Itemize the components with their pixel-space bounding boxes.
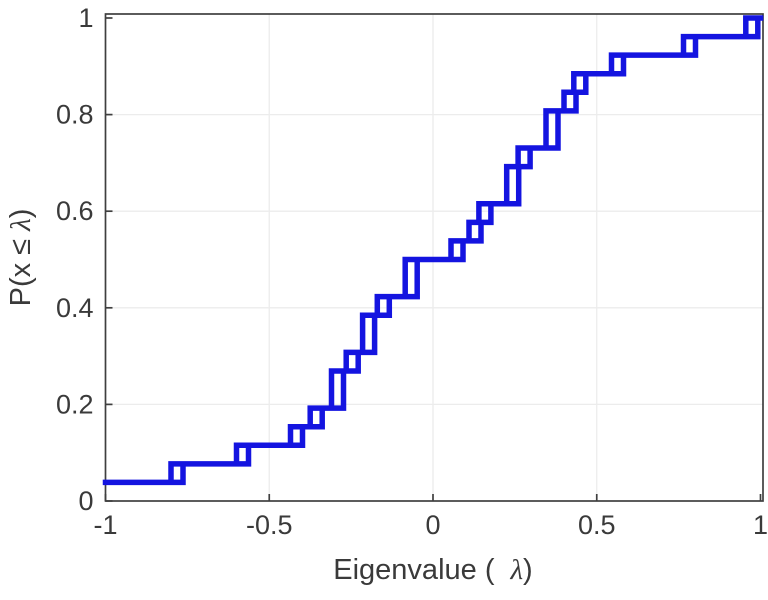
x-tick-label: 0: [425, 510, 440, 540]
y-tick-label: 0: [78, 486, 93, 516]
x-tick-label: 1: [753, 510, 768, 540]
y-tick-label: 1: [78, 3, 93, 33]
y-tick-label: 0.4: [56, 293, 94, 323]
x-tick-label: -1: [93, 510, 117, 540]
y-tick-label: 0.6: [56, 196, 94, 226]
x-tick-label: 0.5: [578, 510, 616, 540]
x-axis-label: Eigenvalue (λ): [333, 554, 532, 586]
ecdf-curve: [102, 15, 764, 486]
x-tick-label: -0.5: [246, 510, 293, 540]
y-tick-label: 0.2: [56, 389, 94, 419]
y-tick-label: 0.8: [56, 100, 94, 130]
axes-frame: [104, 13, 764, 502]
y-axis-label: P(x ≤ λ): [5, 209, 37, 307]
